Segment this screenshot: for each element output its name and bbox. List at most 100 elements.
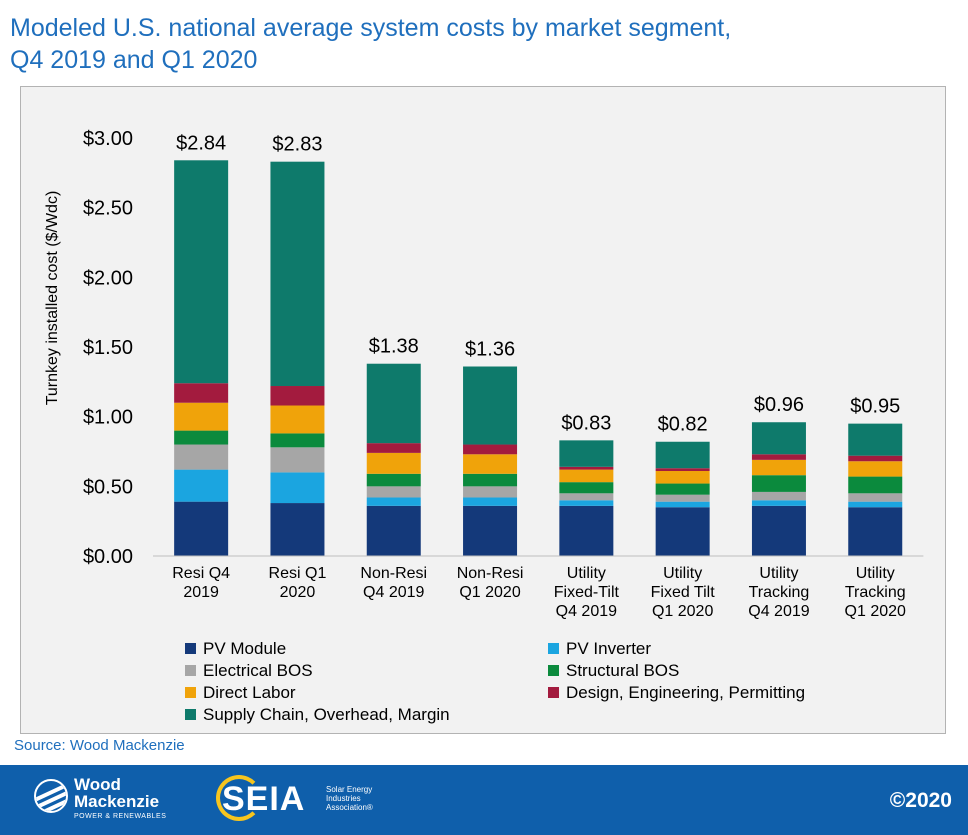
wood-mackenzie-logo: Wood Mackenzie POWER & RENEWABLES [34, 776, 184, 826]
legend-swatch [185, 687, 196, 698]
bar-segment [270, 386, 325, 406]
x-tick-label: Tracking [845, 584, 906, 601]
bar-segment [848, 455, 903, 462]
x-tick-label: Utility [567, 565, 606, 582]
bar-segment [174, 402, 229, 431]
legend-label: Structural BOS [566, 661, 679, 680]
bar-segment [270, 161, 325, 387]
bar-segment [174, 160, 229, 384]
bar-segment [270, 447, 325, 473]
x-tick-label: Utility [663, 565, 702, 582]
bar-segment [655, 471, 710, 484]
bar-segment [463, 497, 518, 506]
bar-segment [848, 493, 903, 502]
x-tick-label: Resi Q4 [172, 565, 230, 582]
seia-tag-line2: Industries [326, 794, 361, 803]
x-tick-label: Fixed Tilt [651, 584, 716, 601]
bar-segment [751, 454, 806, 460]
x-tick-label: Utility [759, 565, 798, 582]
bar-segment [366, 473, 421, 487]
wm-line1: Wood [74, 775, 121, 794]
bar-segment [270, 433, 325, 448]
bar-segment [559, 500, 614, 506]
bar-segment [463, 505, 518, 556]
bar-segment [174, 430, 229, 445]
bar-segment [174, 444, 229, 470]
bar-segment [174, 501, 229, 556]
x-tick-label: Non-Resi [457, 565, 524, 582]
x-tick-label: Q1 2020 [845, 603, 906, 620]
bar-segment [463, 444, 518, 455]
legend-label: Supply Chain, Overhead, Margin [203, 705, 450, 724]
legend-swatch [548, 665, 559, 676]
seia-tag-line3: Association® [326, 803, 373, 812]
x-tick-label: Tracking [749, 584, 810, 601]
bar-segment [366, 486, 421, 498]
legend-label: PV Module [203, 639, 286, 658]
globe-icon [34, 779, 68, 813]
source-note: Source: Wood Mackenzie [14, 737, 185, 754]
legend-swatch [185, 665, 196, 676]
bar-segment [751, 500, 806, 506]
y-tick-label: $3.00 [83, 128, 133, 150]
bar-total-label: $2.84 [176, 132, 226, 154]
bar-segment [848, 461, 903, 477]
bar-total-label: $1.36 [465, 339, 515, 361]
y-tick-label: $1.50 [83, 337, 133, 359]
bar-segment [655, 483, 710, 495]
bar-segment [751, 475, 806, 492]
bar-segment [655, 441, 710, 469]
legend-swatch [548, 687, 559, 698]
bar-total-label: $1.38 [369, 336, 419, 358]
bar-segment [751, 459, 806, 476]
bar-segment [848, 507, 903, 556]
bar-segment [366, 452, 421, 474]
stacked-bar-chart: Turnkey installed cost ($/Wdc) $0.00 $0.50… [44, 128, 924, 724]
bar-segment [463, 454, 518, 474]
x-tick-label: Q1 2020 [652, 603, 713, 620]
bar-total-label: $0.82 [658, 414, 708, 436]
legend-label: PV Inverter [566, 639, 651, 658]
y-axis-label: Turnkey installed cost ($/Wdc) [44, 191, 61, 406]
bar-segment [848, 501, 903, 508]
bar-segment [174, 469, 229, 502]
legend-swatch [548, 643, 559, 654]
bar-segment [559, 482, 614, 494]
bar-segment [559, 440, 614, 467]
bar-total-label: $0.96 [754, 394, 804, 416]
bar-segment [848, 423, 903, 456]
legend-swatch [185, 709, 196, 720]
x-tick-label: Q4 2019 [556, 603, 617, 620]
bar-segment [848, 476, 903, 494]
x-tick-label: Q1 2020 [459, 584, 520, 601]
bar-segment [270, 503, 325, 556]
x-tick-label: 2019 [183, 584, 219, 601]
wm-line2: Mackenzie [74, 792, 160, 811]
x-tick-label: Non-Resi [360, 565, 427, 582]
bar-total-label: $2.83 [272, 134, 322, 156]
chart-title: Modeled U.S. national average system cos… [10, 12, 950, 76]
bar-segment [655, 494, 710, 502]
y-tick-label: $2.50 [83, 198, 133, 220]
y-tick-label: $2.00 [83, 267, 133, 289]
x-tick-label: Utility [856, 565, 895, 582]
bar-segment [655, 507, 710, 556]
x-tick-label: Fixed-Tilt [554, 584, 620, 601]
legend-label: Electrical BOS [203, 661, 313, 680]
x-tick-label: Q4 2019 [748, 603, 809, 620]
bar-segment [366, 363, 421, 444]
copyright: ©2020 [889, 789, 952, 812]
bar-segment [366, 443, 421, 453]
sun-icon [216, 775, 262, 821]
bar-segment [463, 473, 518, 487]
x-tick-label: 2020 [280, 584, 316, 601]
bar-total-label: $0.83 [561, 412, 611, 434]
bar-segment [751, 422, 806, 455]
seia-logo: SEIA Solar Energy Industries Association… [216, 773, 406, 827]
footer-bar: Wood Mackenzie POWER & RENEWABLES SEIA S… [0, 765, 968, 835]
bar-segment [366, 505, 421, 556]
chart-title-line1: Modeled U.S. national average system cos… [10, 14, 732, 42]
bar-segment [559, 493, 614, 501]
bar-segment [559, 505, 614, 556]
bar-segment [655, 501, 710, 508]
